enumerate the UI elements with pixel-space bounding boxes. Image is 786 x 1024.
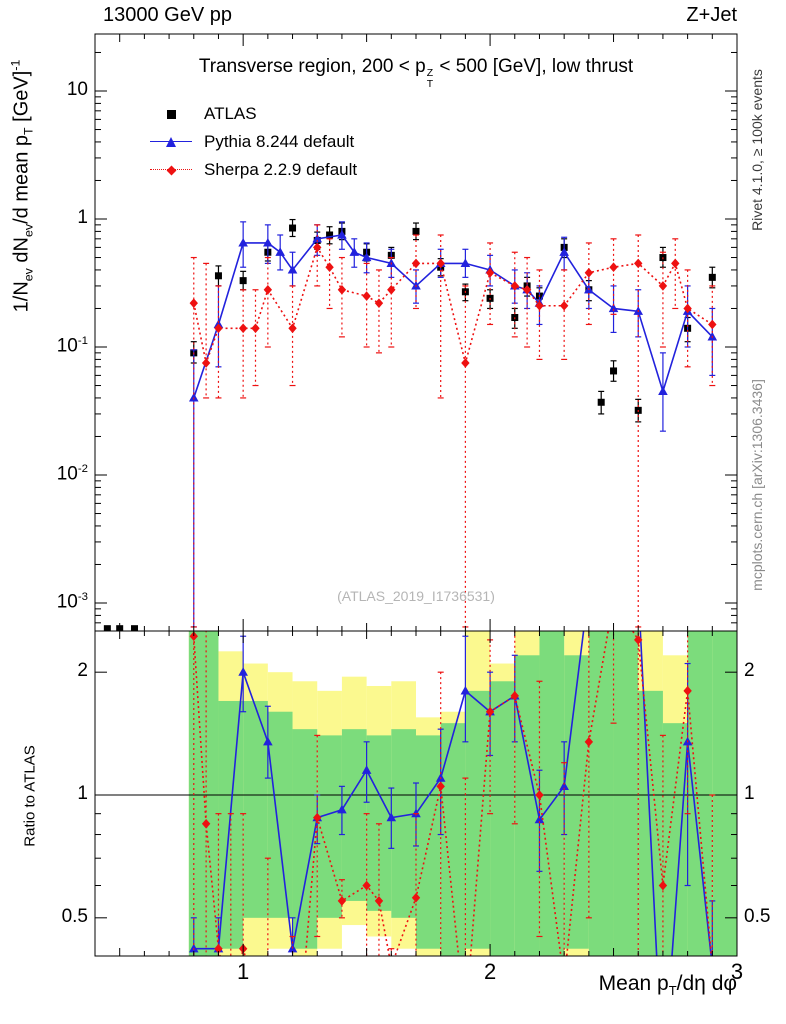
tick-label: 10-1	[56, 335, 88, 357]
x-axis-label: Mean pT/dη dφ	[598, 972, 737, 999]
mcplots-reference-note: mcplots.cern.ch [arXiv:1306.3436]	[749, 379, 765, 591]
series-sherpa-2-2-9-default	[189, 224, 717, 628]
legend-label-atlas: ATLAS	[204, 104, 257, 123]
y-axis-label: 1/Nev dNev/d mean pT [GeV]-1	[8, 59, 36, 313]
tick-label: 2	[77, 660, 88, 682]
beam-energy-label: 13000 GeV pp	[103, 4, 232, 26]
analysis-watermark: (ATLAS_2019_I1736531)	[337, 588, 495, 604]
process-label: Z+Jet	[686, 4, 737, 26]
tick-label: 1	[744, 783, 755, 804]
legend-label-sherpa: Sherpa 2.2.9 default	[204, 160, 358, 179]
legend: ATLAS Pythia 8.244 default Sherpa 2.2.9 …	[148, 100, 357, 184]
tick-label: 10-2	[56, 463, 88, 485]
tick-label: 0.5	[61, 905, 88, 927]
tick-label: 1	[77, 783, 88, 804]
rivet-version-note: Rivet 4.1.0, ≥ 100k events	[749, 69, 765, 231]
tick-label: 1	[237, 959, 250, 984]
legend-item-pythia: Pythia 8.244 default	[148, 128, 357, 156]
pt-superscript: Z	[426, 67, 434, 79]
tick-label: 3	[730, 959, 744, 984]
ratio-axis-label: Ratio to ATLAS	[21, 745, 39, 847]
pythia-triangle-marker	[148, 135, 194, 149]
series-atlas	[103, 218, 716, 631]
tick-label: 10	[66, 79, 88, 100]
pt-subscript: T	[426, 78, 434, 90]
atlas-square-marker	[148, 107, 194, 121]
legend-label-pythia: Pythia 8.244 default	[204, 132, 355, 151]
tick-label: 0.5	[744, 905, 771, 927]
ratio-uncertainty-bands	[188, 631, 737, 956]
tick-label: 2	[744, 660, 755, 682]
sherpa-diamond-marker	[148, 163, 194, 177]
tick-label: 2	[483, 959, 497, 984]
legend-item-sherpa: Sherpa 2.2.9 default	[148, 156, 357, 184]
legend-item-atlas: ATLAS	[148, 100, 357, 128]
tick-label: 1	[77, 207, 88, 228]
plot-title-text2: < 500 [GeV], low thrust	[434, 56, 634, 77]
tick-label: 10-3	[56, 591, 88, 613]
plot-title-text: Transverse region, 200 < p	[198, 56, 426, 77]
